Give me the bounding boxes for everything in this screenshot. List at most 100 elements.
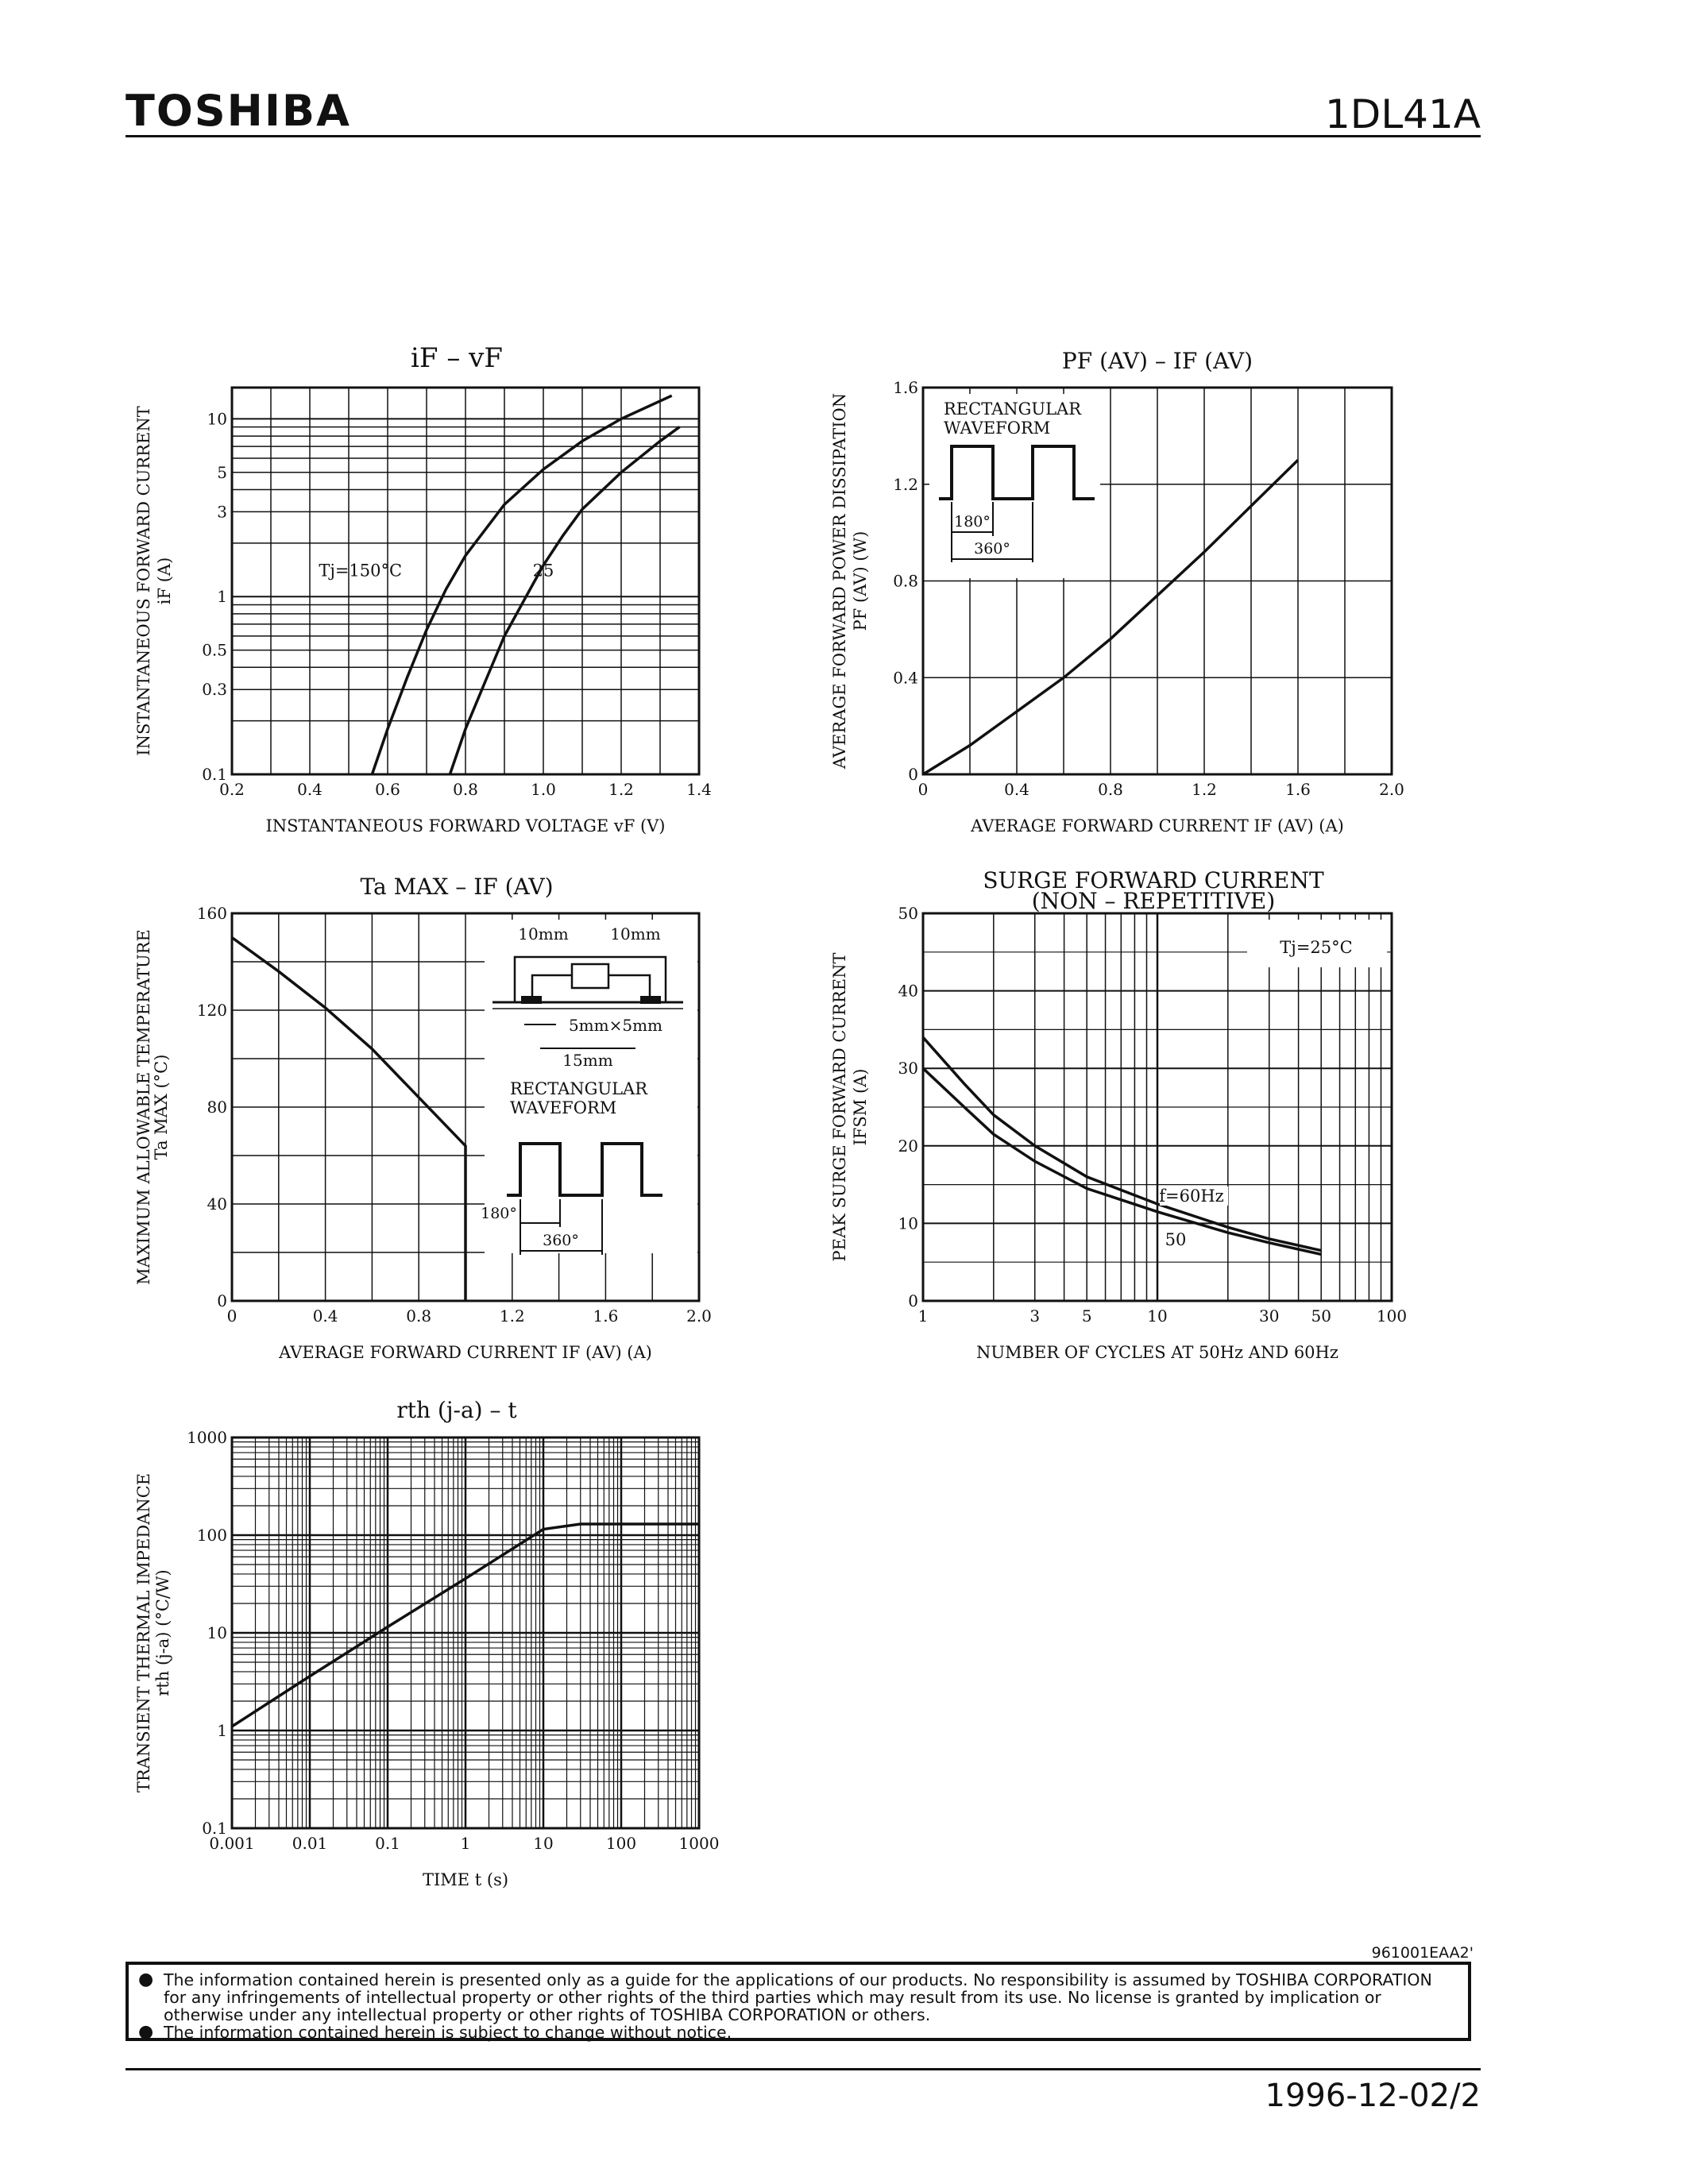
x-tick-label: 0.8 bbox=[453, 780, 478, 799]
x-tick-label: 0.6 bbox=[375, 780, 400, 799]
y-tick-label: 1.2 bbox=[893, 475, 918, 494]
x-tick-label: 1000 bbox=[679, 1834, 720, 1853]
x-tick-label: 0.4 bbox=[313, 1306, 338, 1325]
chart-title: SURGE FORWARD CURRENT bbox=[983, 867, 1324, 893]
x-tick-label: 100 bbox=[1377, 1306, 1407, 1325]
y-tick-label: 0.1 bbox=[202, 765, 227, 784]
y-tick-label: 1 bbox=[217, 1721, 227, 1740]
condition-label: Tj=25°C bbox=[1280, 938, 1352, 957]
plot-frame bbox=[921, 386, 1393, 776]
y-tick-label: 0.3 bbox=[202, 680, 227, 699]
chart-title: (NON – REPETITIVE) bbox=[1032, 888, 1276, 914]
chart-rth-t: 0.001 0.01 0.1 1 10 100 1000 0.1 1 10 100 1000 rth (… bbox=[134, 1397, 719, 1889]
x-tick-label: 1.2 bbox=[608, 780, 634, 799]
y-axis-label-unit: iF (A) bbox=[155, 558, 174, 605]
x-tick-label: 2.0 bbox=[686, 1306, 712, 1325]
angle-label: 180° bbox=[954, 513, 991, 531]
issue-date: 1996-12-02 bbox=[1265, 2078, 1450, 2114]
x-tick-label: 0 bbox=[227, 1306, 238, 1325]
chart-pf-if: 0 0.4 0.8 1.2 1.6 2.0 0 0.4 0.8 1.2 1.6 RECTANGULAR… bbox=[830, 348, 1404, 835]
header-rule bbox=[126, 135, 1481, 137]
bullet-icon: ● bbox=[138, 2022, 154, 2042]
curve-label: 50 bbox=[1165, 1230, 1187, 1249]
x-tick-label: 1.6 bbox=[1285, 780, 1311, 799]
x-tick-label: 100 bbox=[606, 1834, 636, 1853]
x-tick-label: 1.0 bbox=[531, 780, 556, 799]
diode-body bbox=[570, 963, 610, 990]
chart-if-vf: 0.2 0.4 0.6 0.8 1.0 1.2 1.4 0.1 0.3 0.5 1 3 5 10 Tj=15… bbox=[134, 342, 712, 835]
disclaimer-box: ● The information contained herein is pr… bbox=[126, 1962, 1471, 2041]
y-tick-label: 3 bbox=[217, 502, 227, 521]
y-axis-label-unit: rth (j-a) (°C/W) bbox=[153, 1569, 172, 1696]
y-tick-label: 10 bbox=[898, 1214, 918, 1233]
series-line bbox=[230, 936, 467, 1301]
x-tick-label: 2.0 bbox=[1379, 780, 1404, 799]
x-tick-label: 0.8 bbox=[406, 1306, 431, 1325]
x-tick-label: 0.4 bbox=[297, 780, 323, 799]
x-axis-label: AVERAGE FORWARD CURRENT IF (AV) (A) bbox=[278, 1343, 652, 1362]
y-tick-label: 1.6 bbox=[893, 378, 918, 397]
y-tick-label: 30 bbox=[898, 1059, 918, 1078]
series-line bbox=[370, 394, 673, 775]
disclaimer-item: ● The information contained herein is su… bbox=[138, 2022, 1457, 2042]
y-tick-label: 0.4 bbox=[893, 668, 918, 687]
x-tick-label: 1.2 bbox=[500, 1306, 525, 1325]
series-line bbox=[448, 426, 681, 775]
waveform-icon bbox=[939, 445, 1095, 500]
curve-label: f=60Hz bbox=[1159, 1187, 1223, 1206]
dimension-label: 10mm bbox=[610, 924, 660, 943]
chart-title: PF (AV) – IF (AV) bbox=[1062, 348, 1253, 374]
label-bg bbox=[1247, 920, 1387, 967]
chart-title: rth (j-a) – t bbox=[396, 1397, 517, 1423]
footer-rule bbox=[126, 2068, 1481, 2070]
x-tick-label: 0.8 bbox=[1098, 780, 1123, 799]
y-tick-label: 0.5 bbox=[202, 641, 227, 660]
x-tick-label: 5 bbox=[1082, 1306, 1092, 1325]
label-bg bbox=[1165, 1231, 1190, 1250]
waveform-icon bbox=[507, 1142, 662, 1197]
x-tick-label: 30 bbox=[1259, 1306, 1279, 1325]
y-tick-label: 5 bbox=[217, 463, 227, 482]
y-tick-label: 0 bbox=[908, 1291, 918, 1310]
y-axis-label-unit: IFSM (A) bbox=[851, 1069, 870, 1146]
label-bg bbox=[1160, 1187, 1228, 1206]
pcb-outline bbox=[513, 955, 667, 1002]
y-axis-label: AVERAGE FORWARD POWER DISSIPATION bbox=[830, 393, 849, 770]
y-tick-label: 0 bbox=[908, 765, 918, 784]
y-tick-label: 100 bbox=[197, 1526, 227, 1545]
inset-bg bbox=[929, 394, 1100, 578]
y-axis-label-unit: Ta MAX (°C) bbox=[152, 1055, 171, 1160]
dimension-label: 10mm bbox=[518, 924, 568, 943]
x-axis-label: TIME t (s) bbox=[423, 1870, 508, 1889]
part-number: 1DL41A bbox=[1325, 91, 1481, 137]
dimension-label: 5mm×5mm bbox=[569, 1016, 662, 1035]
bullet-icon: ● bbox=[138, 1970, 154, 1989]
x-axis-label: INSTANTANEOUS FORWARD VOLTAGE vF (V) bbox=[265, 816, 665, 835]
chart-ifsm: 1 3 5 10 30 50 100 0 10 20 30 40 50 Tj=25°C f=60Hz 50 SU… bbox=[830, 867, 1407, 1362]
plot-frame bbox=[921, 912, 1393, 1302]
series-line bbox=[921, 1067, 1322, 1256]
x-tick-label: 3 bbox=[1029, 1306, 1040, 1325]
x-axis-label: NUMBER OF CYCLES AT 50Hz AND 60Hz bbox=[976, 1343, 1338, 1362]
solder-pad bbox=[521, 996, 542, 1004]
inset-label: WAVEFORM bbox=[944, 419, 1050, 438]
dimension-label: 15mm bbox=[562, 1051, 612, 1070]
y-tick-label: 40 bbox=[898, 982, 918, 1001]
y-axis-label: PEAK SURGE FORWARD CURRENT bbox=[830, 953, 849, 1262]
inset-label: RECTANGULAR bbox=[510, 1079, 648, 1098]
curve-label: Tj=150°C bbox=[319, 561, 402, 581]
y-tick-label: 1 bbox=[217, 587, 227, 606]
y-tick-label: 40 bbox=[207, 1194, 227, 1214]
inset-label: RECTANGULAR bbox=[944, 399, 1082, 419]
x-tick-label: 0.001 bbox=[209, 1834, 254, 1853]
chart-tamax-if: 0 0.4 0.8 1.2 1.6 2.0 0 40 80 120 160 10mm 10mm 5mm×5… bbox=[134, 874, 712, 1362]
x-tick-label: 0.1 bbox=[375, 1834, 400, 1853]
y-tick-label: 80 bbox=[207, 1098, 227, 1117]
inset-label: WAVEFORM bbox=[510, 1098, 616, 1117]
plot-frame bbox=[230, 386, 701, 776]
x-tick-label: 50 bbox=[1311, 1306, 1331, 1325]
reference-code: 961001EAA2' bbox=[1371, 1944, 1474, 1962]
x-axis-label: AVERAGE FORWARD CURRENT IF (AV) (A) bbox=[970, 816, 1344, 835]
x-tick-label: 10 bbox=[1147, 1306, 1167, 1325]
